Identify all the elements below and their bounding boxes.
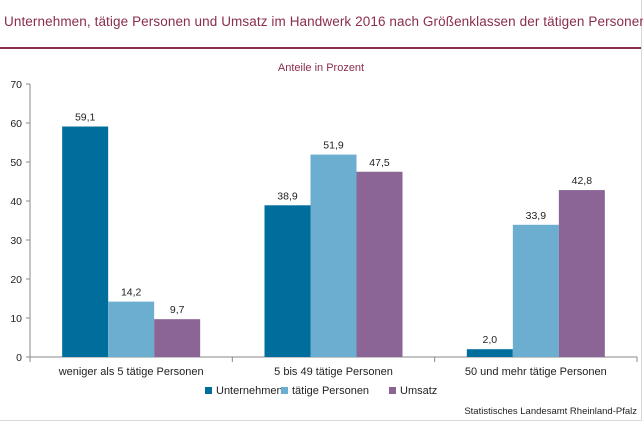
bars: 59,1 14,2 9,7 38,9 51,9 47,5 2,0 33,9 42,8 [62,112,605,357]
bar [264,205,311,357]
data-label: 9,7 [170,304,185,316]
y-tick-label: 20 [10,274,22,286]
x-axis: weniger als 5 tätige Personen 5 bis 49 tä… [29,356,638,378]
bar [154,319,201,357]
legend-label: tätige Personen [292,385,369,397]
category-label: 50 und mehr tätige Personen [465,366,607,378]
data-label: 14,2 [121,287,142,299]
chart-subtitle: Anteile in Prozent [278,62,364,74]
y-axis: 0 10 20 30 40 50 60 70 [10,79,31,364]
data-label: 59,1 [75,112,96,124]
bar [356,171,403,357]
data-label: 38,9 [277,190,298,202]
data-label: 51,9 [323,140,344,152]
y-tick-label: 10 [10,313,22,325]
bar [310,154,357,357]
source-note: Statistisches Landesamt Rheinland-Pfalz [464,406,637,417]
y-tick-label: 40 [10,196,22,208]
bar [62,126,109,357]
bar [108,301,155,357]
legend-label: Unternehmen [216,385,283,397]
data-label: 33,9 [526,210,547,222]
legend-swatch [205,387,212,394]
y-tick-label: 50 [10,157,22,169]
bar [512,224,559,357]
category-label: weniger als 5 tätige Personen [58,366,204,378]
bar [558,190,605,357]
legend-label: Umsatz [400,385,437,397]
legend: Unternehmen tätige Personen Umsatz [205,385,437,397]
data-label: 47,5 [369,157,390,169]
bar [466,349,513,357]
y-tick-label: 30 [10,235,22,247]
legend-swatch [281,387,288,394]
chart-title: Unternehmen, tätige Personen und Umsatz … [4,14,643,29]
legend-swatch [389,387,396,394]
category-label: 5 bis 49 tätige Personen [274,366,393,378]
y-tick-label: 70 [10,79,22,91]
y-tick-label: 0 [16,352,22,364]
title-rule [0,47,641,49]
y-tick-label: 60 [10,118,22,130]
data-label: 2,0 [483,334,498,346]
data-label: 42,8 [572,175,593,187]
